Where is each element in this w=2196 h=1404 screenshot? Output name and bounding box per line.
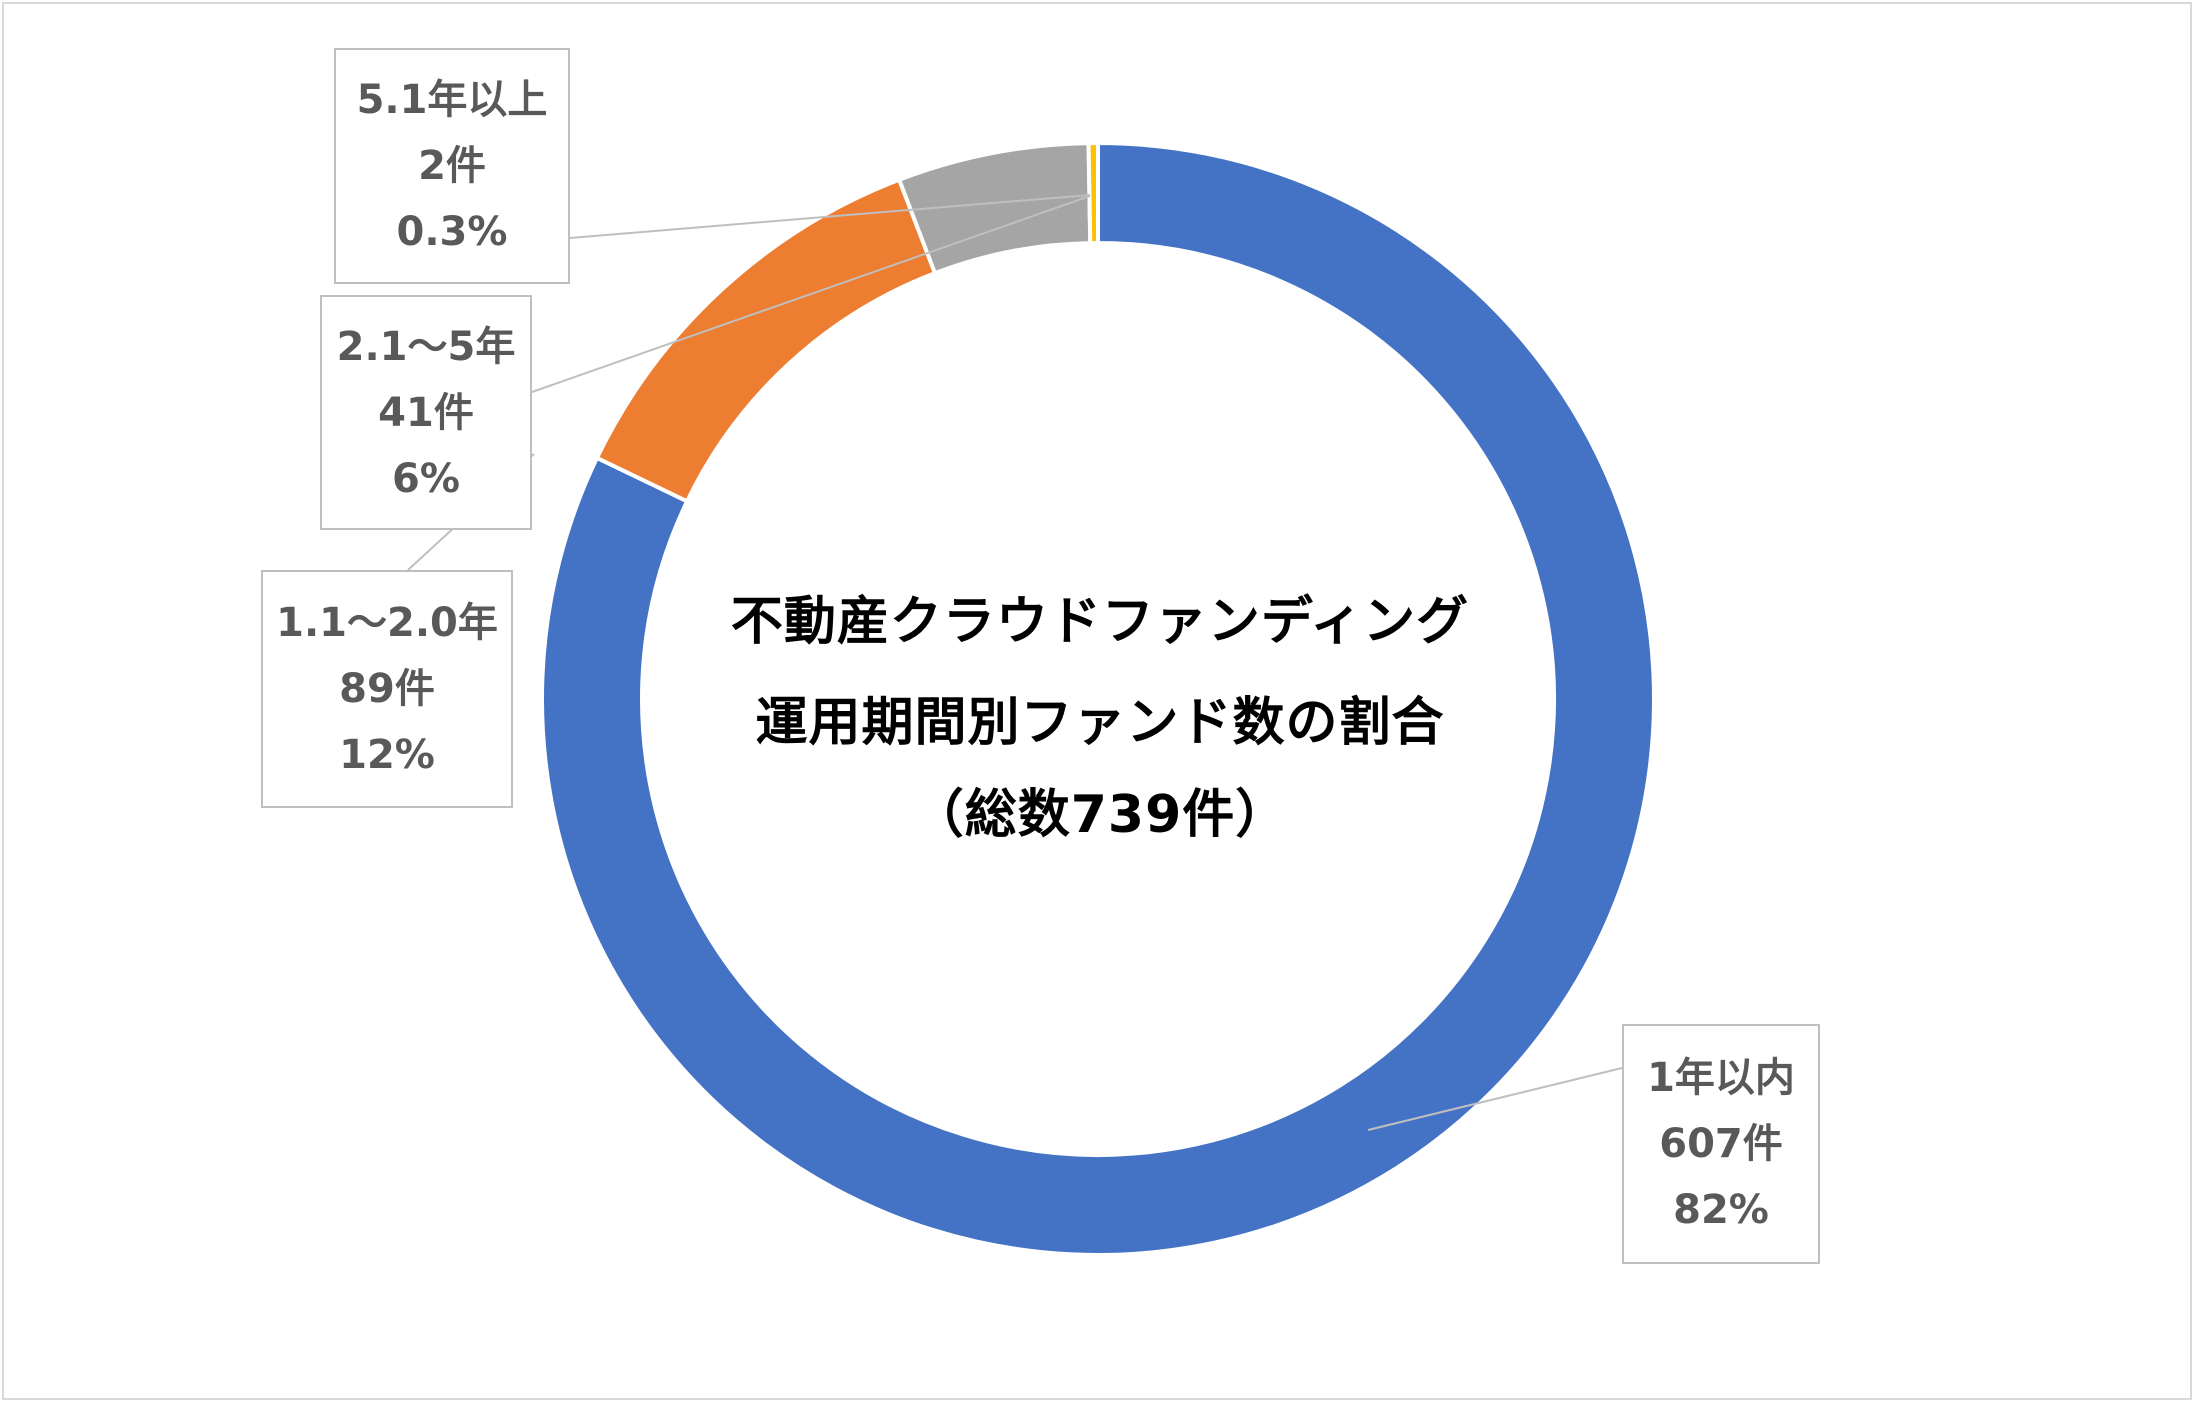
chart-title-line-3: （総数739件） xyxy=(911,785,1289,845)
leader-line-1-year xyxy=(1367,1067,1623,1131)
data-label-count: 607件 xyxy=(1659,1121,1783,1167)
data-label-count: 89件 xyxy=(339,666,435,712)
data-label-1-2-years: 1.1～2.0年 89件 12% xyxy=(261,570,513,808)
leader-line-2-5-years xyxy=(531,195,1091,393)
data-label-2-5-years: 2.1～5年 41件 6% xyxy=(320,295,532,530)
data-label-percent: 6% xyxy=(392,455,460,502)
data-label-count: 2件 xyxy=(418,143,486,189)
chart-title-line-1: 不動産クラウドファンディング xyxy=(730,592,1470,652)
leader-lines xyxy=(407,194,1623,1131)
leader-line-over-5-years xyxy=(569,194,1091,239)
slice-over-5-years xyxy=(1086,140,1100,246)
data-label-category: 5.1年以上 xyxy=(356,77,548,123)
data-label-percent: 12% xyxy=(339,732,435,778)
data-label-category: 1年以内 xyxy=(1647,1055,1795,1101)
data-label-percent: 0.3% xyxy=(396,209,508,255)
slice-1-year xyxy=(540,140,1656,1257)
slices-layer xyxy=(540,140,1656,1257)
data-label-1-year: 1年以内 607件 82% xyxy=(1622,1024,1820,1264)
slice-1-2-years xyxy=(594,177,938,504)
data-label-category: 2.1～5年 xyxy=(336,323,516,370)
data-label-category: 1.1～2.0年 xyxy=(276,600,498,646)
data-label-percent: 82% xyxy=(1673,1187,1769,1233)
chart-title-line-2: 運用期間別ファンド数の割合 xyxy=(755,693,1445,753)
data-label-over-5-years: 5.1年以上 2件 0.3% xyxy=(334,48,570,284)
data-label-count: 41件 xyxy=(378,389,474,436)
